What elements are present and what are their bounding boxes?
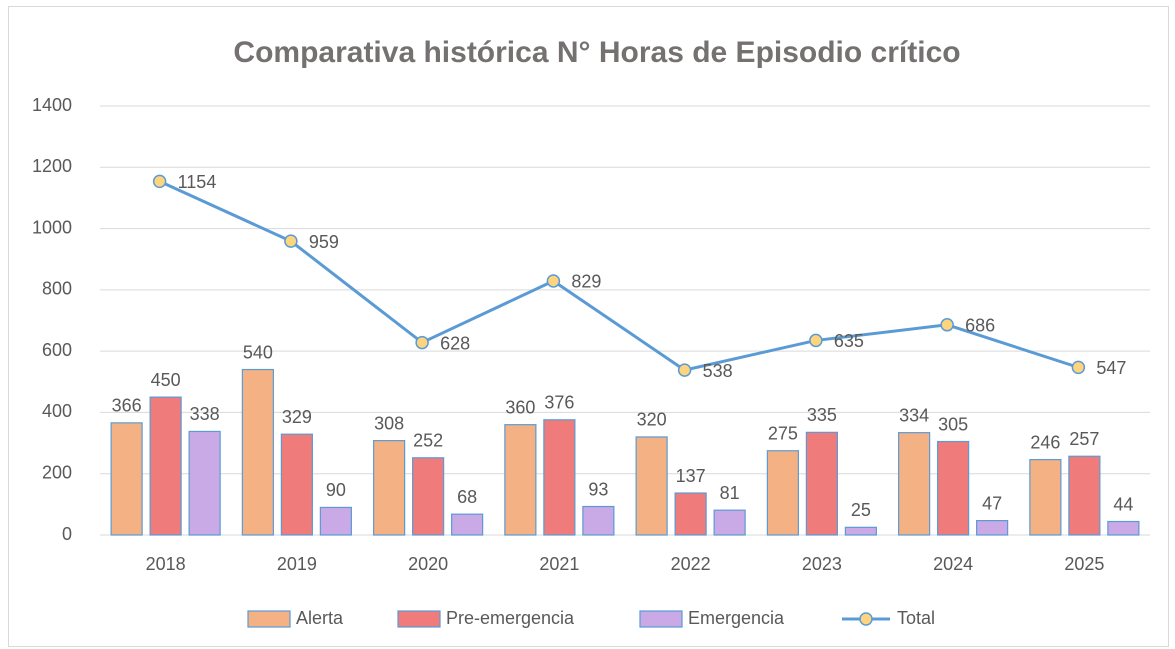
y-tick-label: 1000 (32, 217, 72, 237)
x-tick-label: 2020 (408, 554, 448, 574)
data-label: 93 (588, 479, 608, 499)
data-label: 252 (413, 431, 443, 451)
data-label: 44 (1113, 494, 1133, 514)
data-label: 360 (505, 397, 535, 417)
bar (805, 431, 838, 536)
data-label: 305 (938, 414, 968, 434)
bar (280, 433, 313, 536)
data-label: 959 (309, 232, 339, 252)
data-label: 257 (1069, 429, 1099, 449)
x-tick-label: 2025 (1064, 554, 1104, 574)
legend-swatch (859, 612, 873, 626)
data-label: 81 (720, 483, 740, 503)
bar (1029, 459, 1062, 536)
bar (543, 419, 576, 536)
data-label: 335 (807, 405, 837, 425)
bar (976, 519, 1009, 536)
line-marker (284, 234, 298, 248)
bar (635, 436, 668, 536)
bar (373, 440, 406, 536)
legend-label: Alerta (296, 608, 344, 628)
bar (504, 424, 537, 536)
bar (110, 422, 143, 536)
data-label: 90 (326, 480, 346, 500)
legend-swatch (397, 610, 441, 628)
data-label: 320 (637, 410, 667, 430)
line-marker (677, 363, 692, 377)
data-label: 137 (676, 466, 706, 486)
bar (1068, 455, 1101, 536)
y-tick-label: 600 (42, 340, 72, 360)
y-tick-label: 400 (42, 401, 72, 421)
x-tick-label: 2024 (933, 554, 973, 574)
bar (319, 506, 352, 536)
bar (241, 368, 274, 536)
bar (412, 457, 445, 536)
bar (188, 430, 221, 536)
bar (451, 513, 484, 536)
data-label: 450 (151, 370, 181, 390)
line-marker (940, 318, 954, 332)
data-label: 635 (834, 331, 864, 351)
data-label: 338 (190, 404, 220, 424)
data-label: 547 (1096, 358, 1126, 378)
bar (674, 492, 707, 536)
y-tick-label: 0 (62, 524, 72, 544)
legend-label: Emergencia (688, 608, 785, 628)
bar (937, 440, 970, 536)
legend-label: Pre-emergencia (446, 608, 575, 628)
y-tick-label: 800 (42, 279, 72, 299)
data-label: 68 (457, 487, 477, 507)
bar (1107, 520, 1140, 536)
data-label: 308 (374, 413, 404, 433)
line-marker (1071, 360, 1086, 375)
data-label: 829 (571, 272, 601, 292)
bar (898, 432, 931, 536)
x-tick-label: 2019 (277, 554, 317, 574)
data-label: 329 (282, 407, 312, 427)
line-marker (809, 333, 823, 348)
chart-border (8, 6, 1169, 647)
bar (766, 450, 799, 536)
y-tick-label: 1400 (32, 95, 72, 115)
legend-swatch (639, 610, 683, 628)
line-marker (415, 335, 429, 350)
data-label: 25 (851, 500, 871, 520)
data-label: 275 (768, 423, 798, 443)
bar (149, 396, 182, 536)
data-label: 376 (544, 393, 574, 413)
data-label: 538 (703, 361, 733, 381)
data-label: 686 (965, 316, 995, 336)
x-tick-label: 2018 (146, 554, 186, 574)
bar (844, 526, 877, 536)
chart-title: Comparativa histórica N° Horas de Episod… (233, 36, 960, 69)
legend-label: Total (897, 608, 935, 628)
bar (713, 509, 746, 536)
line-marker (546, 274, 561, 288)
x-tick-label: 2021 (539, 554, 579, 574)
x-tick-label: 2022 (671, 554, 711, 574)
data-label: 246 (1030, 432, 1060, 452)
y-tick-label: 1200 (32, 156, 72, 176)
x-tick-label: 2023 (802, 554, 842, 574)
data-label: 540 (243, 342, 273, 362)
y-tick-label: 200 (42, 462, 72, 482)
data-label: 47 (982, 493, 1002, 513)
legend-swatch (247, 610, 291, 628)
line (159, 180, 1079, 372)
data-label: 366 (112, 396, 142, 416)
line-marker (152, 174, 167, 189)
data-label: 1154 (178, 172, 217, 192)
data-label: 334 (899, 405, 929, 425)
data-label: 628 (440, 333, 470, 353)
bar (582, 505, 615, 536)
